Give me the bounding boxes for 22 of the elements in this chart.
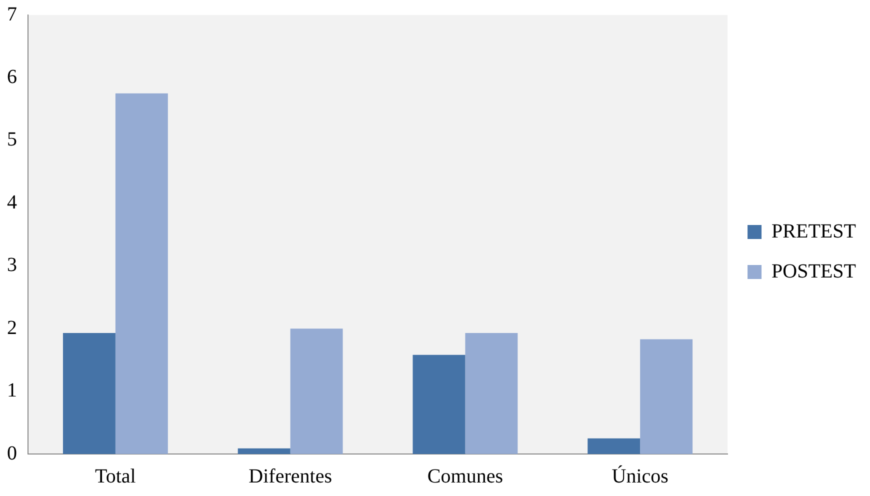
x-tick-label: Únicos — [612, 464, 669, 488]
bar — [115, 93, 168, 454]
y-tick-label: 3 — [7, 254, 17, 276]
y-tick-label: 5 — [7, 128, 17, 151]
bar — [588, 438, 640, 454]
bar — [465, 332, 518, 454]
x-tick-label: Total — [95, 465, 136, 488]
y-tick-label: 7 — [7, 3, 17, 26]
y-tick-label: 0 — [7, 442, 17, 464]
bar — [640, 339, 693, 454]
legend-label: POSTEST — [772, 260, 856, 282]
y-tick-label: 4 — [7, 191, 17, 214]
y-tick-label: 1 — [7, 380, 17, 402]
x-tick-label: Diferentes — [248, 465, 332, 488]
bar — [238, 448, 290, 454]
legend-label: PRETEST — [772, 220, 856, 242]
bar — [412, 354, 466, 454]
y-tick-label: 2 — [7, 316, 17, 339]
y-tick-label: 6 — [7, 66, 17, 88]
x-tick-label: Comunes — [427, 465, 504, 488]
bar — [290, 328, 343, 454]
bar — [62, 332, 116, 454]
